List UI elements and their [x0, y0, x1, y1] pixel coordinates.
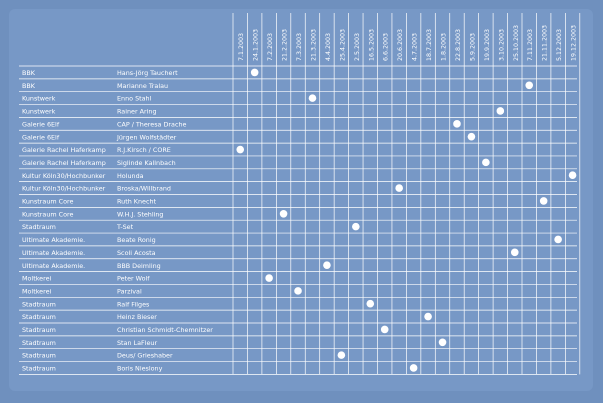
date-header: 21.3.2003 [310, 29, 317, 61]
venue-label: Kunstwerk [22, 108, 56, 116]
event-dot [265, 274, 273, 282]
artist-label: Holunda [117, 172, 144, 180]
venue-label: Stadtraum [22, 326, 56, 334]
event-dot [467, 132, 476, 141]
venue-label: Kunstraum Core [22, 210, 74, 218]
date-header: 7.3.2003 [296, 33, 303, 61]
event-dot [337, 351, 346, 359]
artist-label: Scoli Acosta [117, 249, 156, 257]
event-dot [380, 325, 389, 334]
venue-label: Galerie 6Elf [22, 133, 60, 141]
event-dot [453, 120, 461, 128]
date-header: 4.4.2003 [325, 33, 332, 61]
date-header: 6.6.2003 [383, 33, 390, 61]
artist-label: R.J.Kirsch / CORE [117, 146, 171, 154]
venue-label: Stadtraum [22, 313, 56, 321]
date-header: 2.5.2003 [354, 33, 361, 61]
venue-label: Kultur Köln30/Hochbunker [22, 172, 106, 180]
artist-label: Rainer Aring [117, 108, 157, 116]
date-header: 7.2.2003 [267, 33, 274, 61]
venue-label: Moltkerei [22, 287, 52, 295]
artist-label: CAP / Theresa Drache [117, 120, 187, 128]
venue-label: Stadtraum [22, 300, 56, 308]
date-header: 25.4.2003 [339, 29, 346, 61]
event-dot [294, 287, 302, 295]
event-dot [323, 261, 331, 269]
date-header: 1.8.2003 [441, 33, 448, 61]
artist-label: Parzival [117, 287, 142, 295]
event-dot [352, 222, 360, 231]
venue-label: Kunstraum Core [22, 198, 74, 206]
date-header: 25.10.2003 [513, 25, 520, 61]
date-header: 21.11.2003 [542, 25, 549, 61]
schedule-grid: 7.1.2003 24.1.2003 7.2.2003 21.2.2003 7.3.20… [19, 13, 581, 375]
date-header: 3.10.2003 [498, 29, 505, 61]
schedule-panel: 7.1.2003 24.1.2003 7.2.2003 21.2.2003 7.3.20… [9, 9, 593, 391]
event-dot [568, 171, 577, 180]
date-header: 5.9.2003 [469, 33, 476, 61]
venue-label: Ultimate Akademie. [22, 262, 85, 270]
artist-label: Enno Stahl [117, 95, 152, 103]
date-header: 16.5.2003 [368, 29, 375, 61]
artist-label: Ralf Filges [117, 300, 150, 308]
artist-label: Stan LaFleur [117, 339, 157, 347]
venue-label: BBK [22, 82, 36, 90]
venue-label: Stadtraum [22, 339, 56, 347]
artist-label: Beate Ronig [117, 236, 156, 244]
artist-label: Peter Wolf [117, 275, 150, 283]
venue-label: Stadtraum [22, 223, 56, 231]
event-dot [308, 94, 317, 102]
date-header: 19.9.2003 [484, 29, 491, 61]
date-header: 21.2.2003 [282, 29, 289, 61]
venue-label: Galerie 6Elf [22, 120, 60, 128]
venue-label: Galerie Rachel Haferkamp [22, 159, 106, 167]
date-header: 22.8.2003 [455, 29, 462, 61]
date-header: 5.12.2003 [556, 29, 563, 61]
artist-label: BBB Deimling [117, 262, 161, 270]
date-header: 24.1.2003 [253, 29, 260, 61]
artist-label: Hans-Jörg Tauchert [117, 69, 178, 77]
event-dot [496, 107, 505, 115]
artist-label: Boris Nieslony [117, 365, 163, 373]
venue-label: Stadtraum [22, 365, 56, 373]
artist-label: Siglinde Kallnbach [117, 159, 176, 167]
event-dot [525, 81, 534, 90]
venue-label: Galerie Rachel Haferkamp [22, 146, 106, 154]
venue-label: Stadtraum [22, 352, 56, 360]
venue-label: Kultur Köln30/Hochbunker [22, 185, 106, 193]
artist-label: Deus/ Grieshaber [117, 352, 173, 360]
artist-label: T-Set [116, 223, 134, 231]
event-dot [279, 209, 288, 218]
event-dot [236, 145, 245, 154]
event-dot [366, 299, 375, 308]
date-header: 7.1.2003 [238, 33, 245, 61]
date-header: 20.6.2003 [397, 29, 404, 61]
artist-label: Heinz Bieser [117, 313, 157, 321]
artist-label: Marianne Tralau [117, 82, 168, 90]
event-dot [539, 197, 548, 205]
venue-label: Kunstwerk [22, 95, 56, 103]
event-dot [482, 158, 490, 167]
artist-label: Christian Schmidt-Chemnitzer [117, 326, 213, 334]
venue-label: Ultimate Akademie. [22, 236, 85, 244]
venue-label: BBK [22, 69, 36, 77]
date-header: 4.7.2003 [412, 33, 419, 61]
artist-label: W.H.J. Stehling [117, 210, 164, 218]
artist-label: Ruth Knecht [117, 198, 157, 206]
artist-label: Broska/Willbrand [117, 185, 171, 193]
event-dot [250, 68, 259, 77]
event-dot [395, 184, 403, 192]
date-header: 7.11.2003 [527, 29, 534, 61]
artist-label: Jürgen Wolfstädter [116, 133, 177, 141]
venue-label: Moltkerei [22, 275, 52, 283]
date-header: 19.12.2003 [571, 25, 578, 61]
venue-label: Ultimate Akademie. [22, 249, 85, 257]
event-dot [510, 248, 519, 257]
event-dot [438, 338, 447, 347]
event-dot [424, 312, 432, 321]
event-dot [554, 235, 562, 244]
date-header: 18.7.2003 [426, 29, 433, 61]
event-dot [409, 364, 418, 372]
